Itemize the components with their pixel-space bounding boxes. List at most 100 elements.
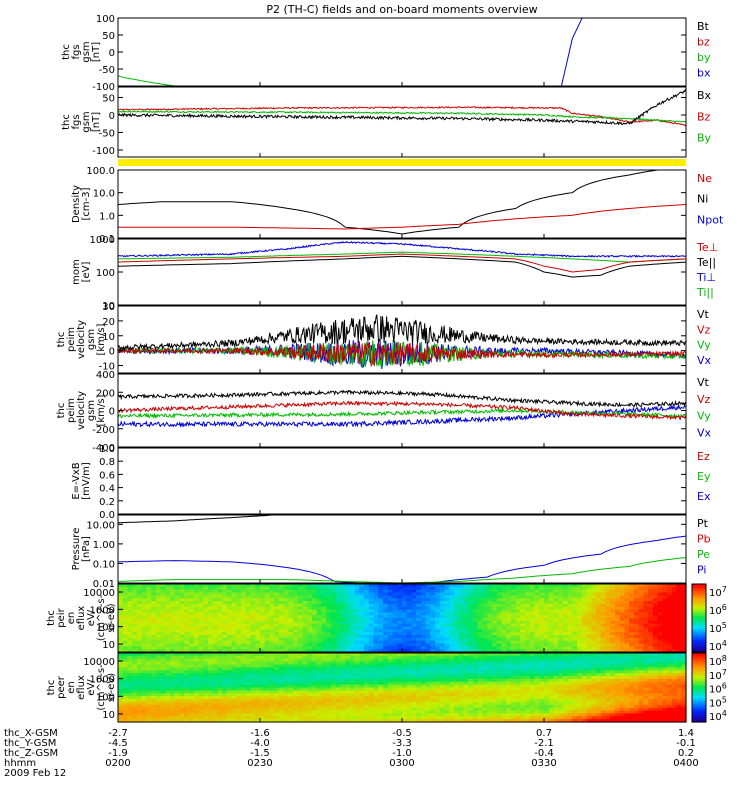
colorbar-segment: [692, 612, 706, 616]
colorbar-segment: [692, 701, 706, 704]
colorbar-tick-label: 105: [709, 695, 727, 709]
series-line-pressure-Pi: [118, 535, 686, 583]
legend-entry: Ti⊥: [696, 271, 716, 284]
y-tick-label: 0.2: [99, 497, 115, 508]
series-line-temp-Te⊥: [118, 253, 686, 273]
colorbar-segment: [692, 607, 706, 611]
legend-entry: Bt: [697, 20, 710, 33]
colorbar-segment: [692, 678, 706, 682]
y-tick-label: 200: [96, 388, 115, 399]
y-tick-label: 100: [96, 623, 115, 634]
y-axis-label: (cm^2-s-: [96, 594, 107, 641]
colorbar-segment: [692, 720, 706, 723]
y-tick-label: 10: [102, 640, 115, 651]
y-tick-label: -100: [92, 82, 115, 93]
y-tick-label: -50: [99, 129, 115, 140]
figure-title: P2 (TH-C) fields and on-board moments ov…: [266, 3, 537, 16]
series-line-density-Ne: [118, 204, 686, 230]
y-axis-label: eV/: [86, 679, 97, 696]
colorbar-frame: [691, 652, 707, 723]
y-axis-label: sr-eV): [106, 673, 117, 702]
colorbar-segment: [692, 629, 706, 633]
y-tick-label: 0.8: [99, 457, 115, 468]
colorbar-tick-label: 104: [709, 639, 727, 653]
panel-frame-pressure: [117, 514, 687, 584]
y-tick-label: 1000: [90, 675, 115, 686]
colorbar-segment: [692, 716, 706, 720]
legend-entry: Npot: [697, 213, 724, 226]
legend-entry: Vt: [697, 376, 710, 389]
legend-entry: Vx: [697, 426, 712, 439]
colorbar-segment: [692, 677, 706, 680]
legend-entry: Ez: [697, 450, 710, 463]
colorbar-segment: [692, 633, 706, 636]
series-line-vel_eesa-Vt: [118, 314, 686, 352]
colorbar-segment: [692, 599, 706, 602]
y-axis-label: [nT]: [91, 112, 102, 132]
y-axis-label: [nT]: [91, 42, 102, 62]
panel-frame-fgs2: [117, 86, 687, 158]
x-axis-value: 0400: [673, 758, 698, 769]
colorbar-tick-label: 106: [709, 603, 727, 617]
legend-entry: Ex: [697, 490, 711, 503]
y-axis-label: thc: [56, 332, 67, 348]
colorbar-segment: [692, 631, 706, 634]
x-axis-value: -0.5: [392, 728, 412, 739]
y-tick-label: 0: [109, 111, 115, 122]
colorbar-segment: [692, 623, 706, 626]
x-axis-value: -1.6: [250, 728, 270, 739]
x-axis-value: 0.2: [678, 748, 694, 759]
colorbar-frame: [691, 583, 707, 653]
y-axis-label: [cm-3]: [81, 187, 92, 220]
panel-frame-fgs: [117, 17, 687, 87]
y-axis-label: mom: [71, 259, 82, 285]
colorbar-segment: [692, 663, 706, 666]
colorbar-segment: [692, 694, 706, 697]
legend-entry: bz: [697, 36, 710, 49]
colorbar-segment: [692, 614, 706, 617]
y-axis-label: thc: [61, 114, 72, 130]
x-axis-value: 0300: [389, 758, 414, 769]
colorbar-segment: [692, 638, 706, 641]
colorbar-segment: [692, 594, 706, 597]
series-line-fgs2-Bz: [118, 105, 686, 127]
y-tick-label: -10: [99, 362, 115, 373]
y-axis-label: peim: [66, 327, 77, 352]
y-tick-label: 10: [102, 332, 115, 343]
colorbar-segment: [692, 611, 706, 614]
series-line-vel_eesa-Vz: [118, 341, 686, 368]
y-tick-label: 1000: [90, 235, 115, 246]
colorbar-segment: [692, 666, 706, 670]
y-axis-label: gsm: [81, 111, 92, 132]
series-line-density-Ni: [118, 170, 672, 235]
legend-entry: bx: [697, 67, 711, 80]
y-tick-label: 100: [96, 692, 115, 703]
colorbar-segment: [692, 661, 706, 664]
colorbar-segment: [692, 699, 706, 702]
y-axis-label: en: [66, 681, 77, 694]
y-axis-label: eflux: [76, 675, 87, 700]
colorbar-segment: [692, 589, 706, 592]
colorbar-segment: [692, 684, 706, 687]
y-tick-label: 10.00: [86, 520, 115, 531]
series-line-fgs-bx: [560, 18, 583, 86]
y-tick-label: 10000: [83, 588, 115, 599]
colorbar-segment: [692, 659, 706, 663]
x-axis-row-label: hhmm: [4, 758, 36, 769]
colorbar-segment: [692, 658, 706, 661]
y-tick-label: 1.00: [93, 540, 115, 551]
series-line-fgs2-Bx: [118, 88, 686, 126]
y-axis-label: velocity: [76, 391, 87, 430]
series-line-fgs-by: [118, 75, 179, 86]
legend-entry: Vt: [697, 308, 710, 321]
x-axis-value: -0.1: [676, 738, 696, 749]
y-axis-label: eflux: [76, 606, 87, 631]
legend-entry: Ti||: [696, 286, 714, 299]
y-tick-label: 1.0: [99, 444, 115, 455]
colorbar-segment: [692, 665, 706, 668]
colorbar-segment: [692, 685, 706, 689]
y-tick-label: -400: [92, 443, 115, 454]
colorbar-segment: [692, 628, 706, 631]
colorbar-segment: [692, 687, 706, 690]
series-line-vel_esa-Vz: [118, 400, 686, 421]
